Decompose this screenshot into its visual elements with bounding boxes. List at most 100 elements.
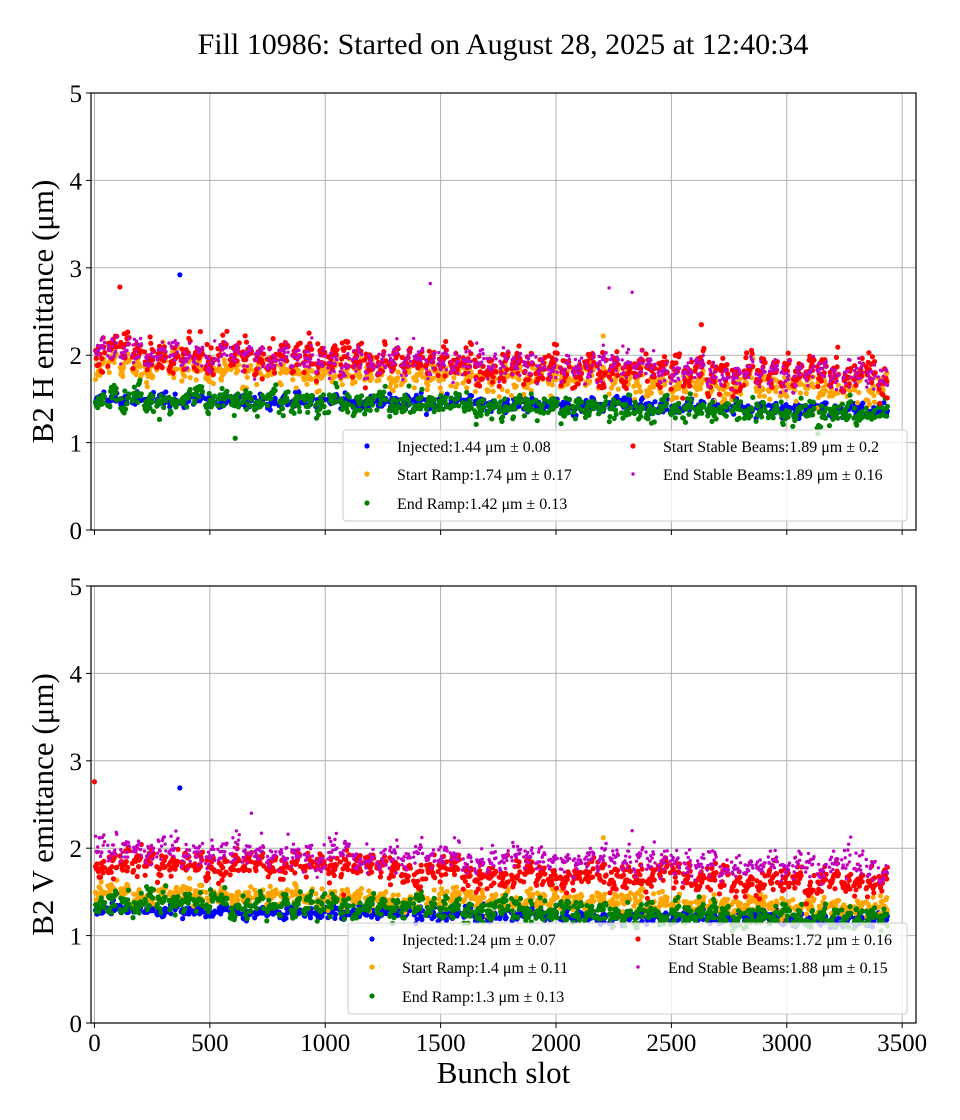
data-point [641, 361, 645, 365]
legend-entry: End Stable Beams:1.89 μm ± 0.16 [663, 467, 883, 484]
data-point [217, 363, 221, 367]
data-point [560, 379, 564, 383]
data-point [516, 366, 520, 371]
data-point [430, 404, 437, 410]
data-point [383, 358, 389, 364]
data-point [504, 388, 511, 394]
data-point [570, 370, 575, 374]
data-point [200, 345, 205, 349]
data-point [595, 380, 599, 385]
data-point [680, 395, 686, 401]
data-point [759, 359, 763, 363]
data-point [479, 376, 485, 382]
data-point [265, 367, 270, 371]
data-point [118, 396, 125, 402]
legend-marker [364, 471, 370, 477]
data-point [793, 398, 799, 404]
data-point [149, 362, 154, 366]
data-point [480, 397, 486, 403]
data-point [464, 385, 470, 391]
data-point [243, 339, 250, 345]
outlier-point [607, 286, 611, 290]
data-point [194, 368, 200, 374]
data-point [811, 405, 817, 411]
data-point [236, 346, 240, 350]
data-point [102, 394, 108, 400]
data-point [171, 375, 177, 381]
data-point [150, 393, 156, 400]
data-point [210, 380, 216, 387]
data-point [623, 385, 630, 392]
data-point [315, 412, 322, 418]
data-point [701, 353, 705, 358]
data-point [305, 409, 311, 415]
data-point [456, 371, 460, 376]
data-point [579, 367, 583, 371]
data-point [835, 344, 841, 350]
data-point [404, 373, 408, 377]
data-point [382, 341, 388, 347]
data-point [518, 373, 522, 378]
data-point [245, 364, 249, 369]
y-tick-label: 1 [70, 431, 83, 458]
data-point [175, 350, 179, 354]
data-point [621, 344, 625, 348]
data-point [822, 415, 829, 421]
data-point [308, 357, 313, 361]
data-point [148, 340, 154, 346]
data-point [243, 406, 250, 412]
data-point [102, 340, 107, 345]
data-point [540, 410, 547, 416]
data-point [186, 394, 192, 400]
data-point [270, 336, 276, 342]
data-point [209, 370, 213, 374]
data-point [468, 393, 475, 399]
data-point [145, 357, 149, 361]
data-point [304, 360, 308, 364]
data-point [105, 363, 111, 369]
data-point [379, 362, 383, 366]
data-point [835, 415, 841, 421]
data-point [834, 387, 839, 392]
legend-entry: Start Stable Beams:1.89 μm ± 0.2 [663, 439, 879, 456]
data-point [639, 356, 643, 360]
data-point [876, 386, 882, 392]
data-point [815, 383, 821, 390]
data-point [135, 399, 141, 405]
data-point [273, 382, 279, 388]
data-point [164, 349, 168, 353]
data-point [758, 375, 762, 379]
data-point [365, 370, 369, 374]
data-point [321, 403, 327, 410]
data-point [477, 352, 482, 357]
data-point [329, 351, 333, 356]
data-point [748, 364, 752, 369]
data-point [884, 395, 891, 401]
data-point [547, 378, 552, 382]
data-point [351, 357, 355, 361]
data-point [493, 400, 499, 407]
data-point [849, 375, 853, 379]
data-point [358, 365, 362, 370]
data-point [747, 375, 751, 380]
data-point [199, 384, 205, 390]
data-point [528, 371, 532, 375]
data-point [426, 376, 430, 381]
data-point [620, 358, 624, 362]
data-point [133, 368, 140, 374]
data-point [817, 362, 821, 366]
data-point [784, 393, 790, 399]
data-point [185, 359, 189, 363]
data-point [102, 346, 106, 351]
data-point [369, 375, 375, 381]
data-point [282, 358, 286, 363]
data-point [406, 353, 410, 357]
data-point [93, 355, 99, 361]
data-point [255, 356, 259, 360]
data-point [425, 382, 431, 388]
data-point [413, 378, 419, 384]
data-point [534, 418, 540, 424]
data-point [403, 359, 407, 363]
data-point [800, 362, 804, 367]
data-point [269, 360, 273, 365]
